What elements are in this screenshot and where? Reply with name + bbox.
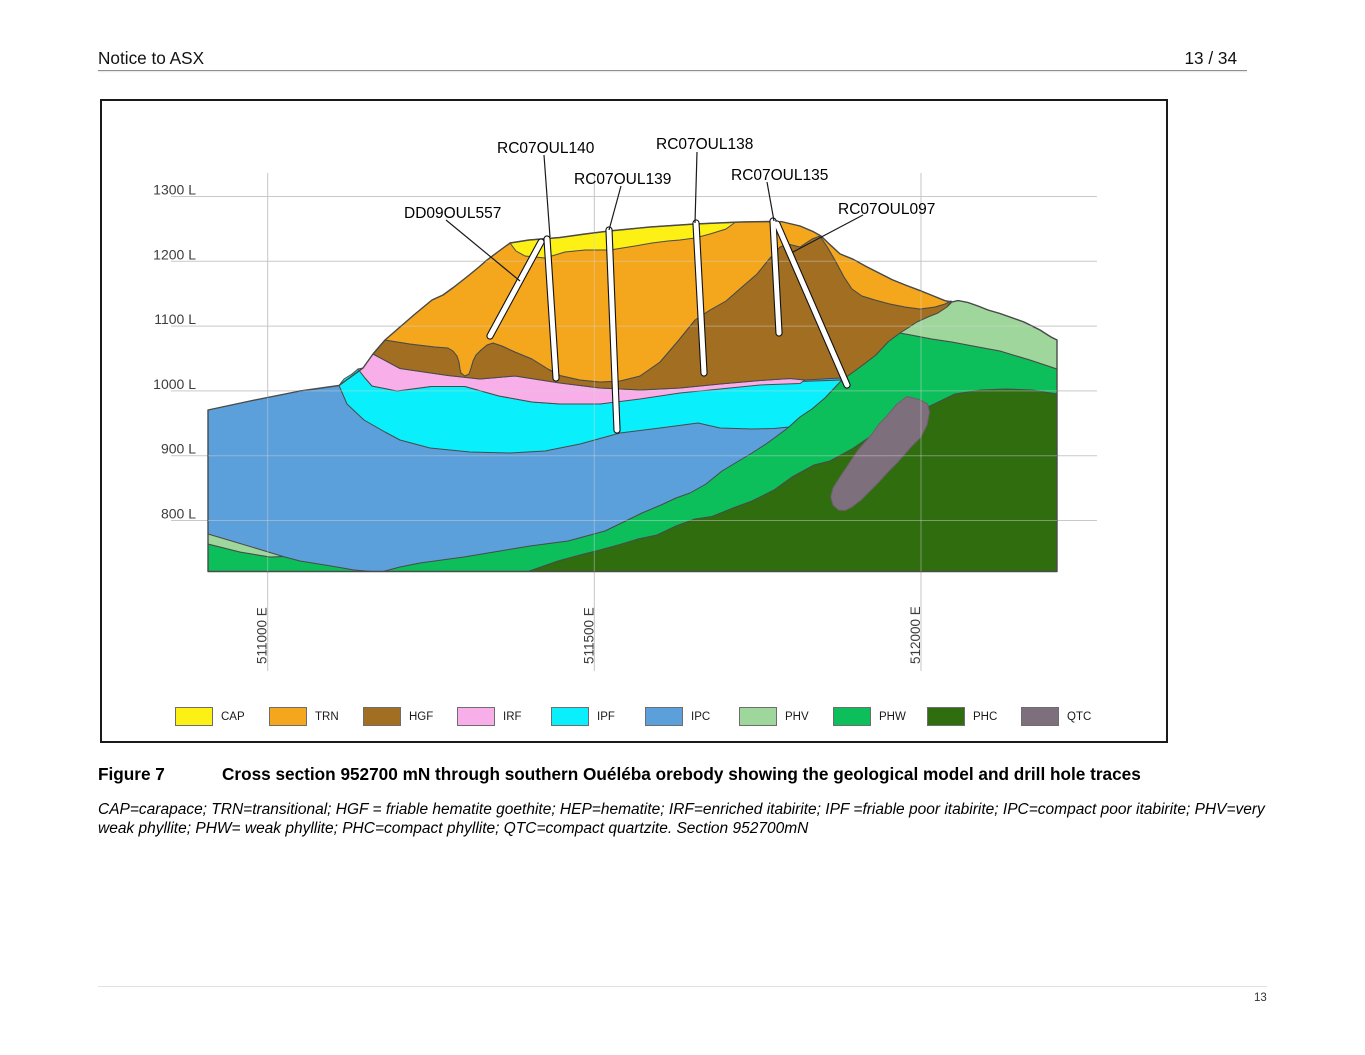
svg-text:512000 E: 512000 E (908, 606, 923, 664)
svg-text:900 L: 900 L (161, 441, 196, 457)
svg-text:RC07OUL140: RC07OUL140 (497, 140, 595, 157)
svg-text:RC07OUL097: RC07OUL097 (838, 201, 935, 218)
svg-text:800 L: 800 L (161, 506, 196, 522)
svg-text:RC07OUL138: RC07OUL138 (656, 136, 753, 153)
svg-text:1300 L: 1300 L (153, 182, 196, 198)
svg-text:1000 L: 1000 L (153, 376, 196, 392)
svg-text:RC07OUL139: RC07OUL139 (574, 171, 671, 188)
svg-text:RC07OUL135: RC07OUL135 (731, 167, 828, 184)
svg-text:1200 L: 1200 L (153, 246, 196, 262)
svg-text:511500 E: 511500 E (581, 607, 596, 664)
svg-text:1100 L: 1100 L (154, 311, 196, 327)
svg-text:DD09OUL557: DD09OUL557 (404, 205, 501, 222)
svg-text:511000 E: 511000 E (255, 607, 270, 664)
